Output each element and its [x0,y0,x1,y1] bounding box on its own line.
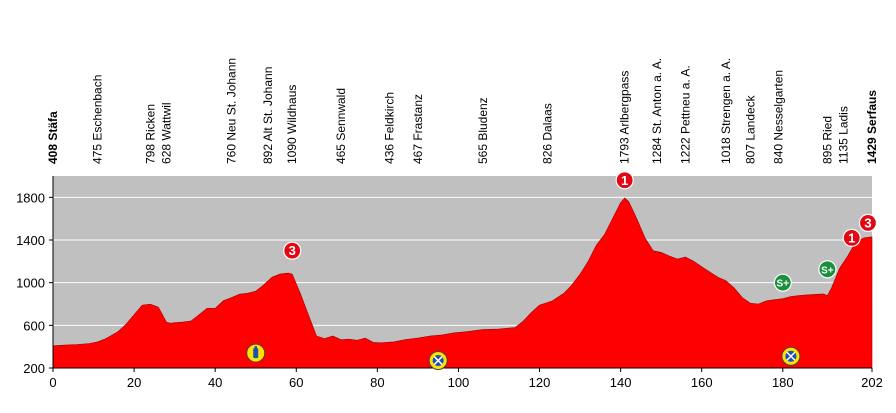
location-label: 1284 St. Anton a. A. [650,58,664,164]
location-label: 436 Feldkirch [383,92,397,164]
x-tick-label: 60 [289,375,303,390]
location-label: 840 Nesselgarten [772,70,786,164]
location-label: 1135 Ladis [837,106,851,164]
climb-badge-circle [858,213,878,233]
x-tick-label: 0 [49,375,56,390]
y-tick-label: 1400 [16,233,45,248]
climb-badge-label: 1 [621,173,628,188]
location-label: 408 Stäfa [46,111,60,164]
location-label: 475 Eschenbach [91,75,105,164]
sprint-badge: S+ [818,260,837,279]
x-tick-label: 20 [127,375,141,390]
x-tick-label: 80 [370,375,384,390]
cross-stroke [786,351,796,361]
sprint-badge-label: S+ [821,265,834,276]
sprint-badge-circle [773,273,792,292]
sprint-badge: S+ [773,273,792,292]
location-label: 798 Ricken [143,104,157,164]
climb-badge-label: 3 [864,215,871,230]
climb-badge-circle [283,241,302,260]
y-tick-label: 1800 [16,190,45,205]
location-label: 760 Neu St. Johann [224,58,238,164]
bottle-icon [246,343,266,363]
sprint-badge-label: S+ [777,279,790,290]
location-label: 465 Sennwald [334,88,348,164]
sprint-badge-circle [818,260,837,279]
elevation-profile-area [52,197,873,369]
x-tick-label: 180 [772,375,794,390]
y-tick-label: 600 [23,318,45,333]
climb-category-badge: 3 [283,241,302,260]
location-label: 892 Alt St. Johann [261,67,275,164]
location-labels: 408 Stäfa 475 Eschenbach 798 Ricken 628 Wat… [46,58,879,164]
climb-category-badge: 1 [615,171,634,190]
cross-stroke [433,356,443,366]
location-label: 895 Ried [820,116,834,164]
y-axis: 200 600 1000 1400 1800 [16,176,54,376]
x-tick-label: 140 [610,375,632,390]
location-label: 1090 Wildhaus [285,85,299,164]
location-label: 1018 Strengen a. A. [719,58,733,164]
location-label: 1222 Pettneu a. A. [679,65,693,164]
bottle-cap [254,346,257,349]
x-tick-label: 202 [861,375,883,390]
bottle-shape [253,348,259,359]
location-label: 628 Wattwil [160,102,174,164]
x-tick-label: 120 [529,375,551,390]
x-tick-label: 160 [691,375,713,390]
climb-category-badge: 3 [858,213,878,233]
location-label: 565 Bludenz [476,97,490,164]
y-tick-label: 1000 [16,276,45,291]
climb-badge-circle [842,228,861,247]
climb-category-badge: 1 [842,228,861,247]
x-tick-label: 100 [448,375,470,390]
x-tick-label: 40 [208,375,222,390]
location-label: 807 Landeck [743,94,757,164]
climb-badge-label: 1 [848,230,855,245]
climb-badge-circle [615,171,634,190]
location-label: 467 Frastanz [411,94,425,164]
location-label: 1429 Serfaus [865,90,879,164]
x-axis: 0 20 40 60 80 100 120 140 160 180 202 [49,367,883,390]
climb-badge-label: 3 [289,243,296,258]
y-tick-label: 200 [23,361,45,376]
food-zone-icon [428,351,448,371]
food-zone-icon [781,346,801,366]
location-label: 1793 Arlbergpass [618,71,632,164]
location-label: 826 Dalaas [541,103,555,164]
